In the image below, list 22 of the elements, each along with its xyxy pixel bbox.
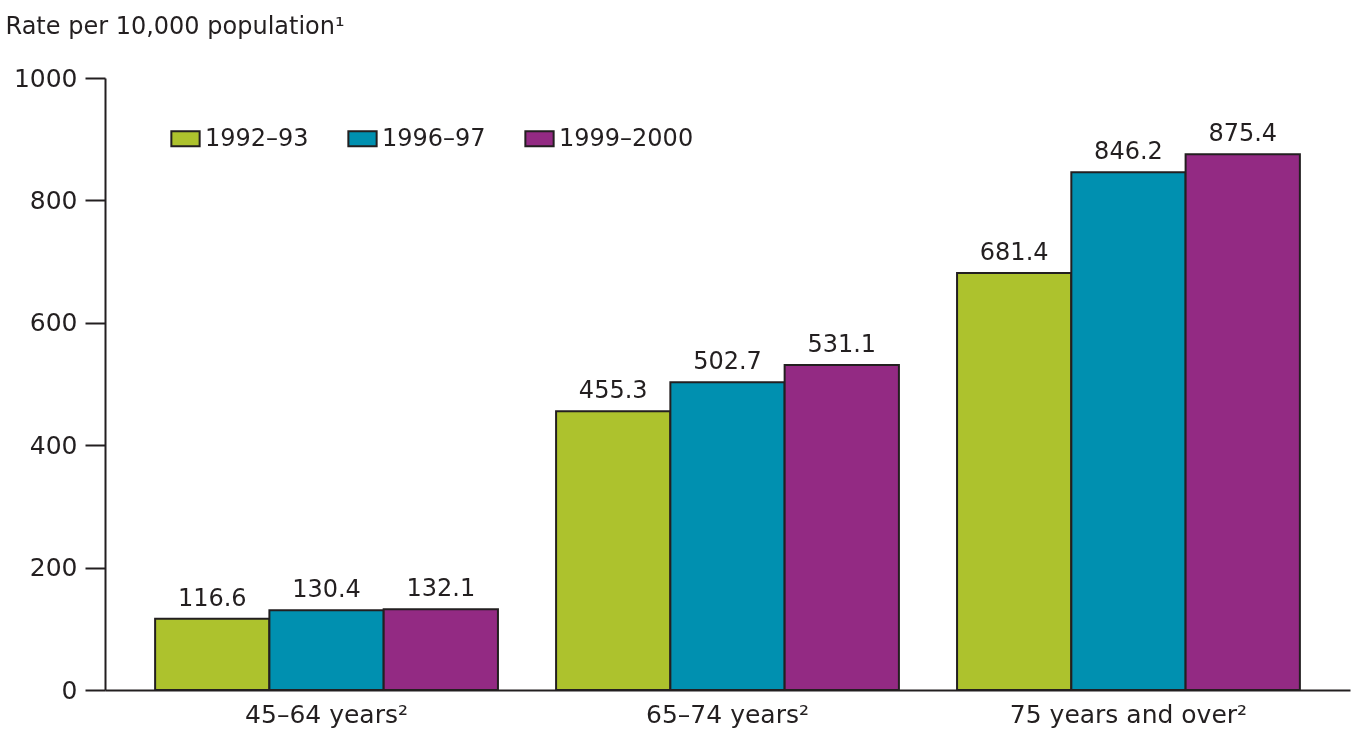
y-axis-title: Rate per 10,000 population¹ — [5, 11, 345, 40]
y-tick-label: 0 — [61, 675, 78, 705]
y-tick-label: 1000 — [13, 63, 78, 93]
y-tick-label: 400 — [29, 430, 78, 460]
y-tick-label: 600 — [29, 308, 78, 338]
x-tick-label: 65–74 years² — [646, 699, 809, 729]
data-label: 846.2 — [1094, 137, 1163, 166]
legend-label: 1992–93 — [205, 123, 309, 152]
data-label: 130.4 — [292, 575, 361, 604]
data-label: 502.7 — [693, 347, 762, 376]
x-tick-label: 75 years and over² — [1009, 699, 1248, 729]
data-label: 681.4 — [979, 237, 1049, 266]
y-tick-label: 800 — [29, 185, 78, 215]
x-tick-label: 45–64 years² — [245, 699, 408, 729]
data-label: 531.1 — [807, 329, 877, 358]
data-label: 132.1 — [406, 574, 476, 603]
legend-label: 1996–97 — [382, 123, 486, 152]
y-tick-label: 200 — [29, 553, 78, 583]
data-label: 875.4 — [1208, 119, 1278, 148]
legend-label: 1999–2000 — [559, 123, 694, 152]
data-label: 116.6 — [177, 583, 247, 612]
data-label: 455.3 — [578, 376, 648, 405]
